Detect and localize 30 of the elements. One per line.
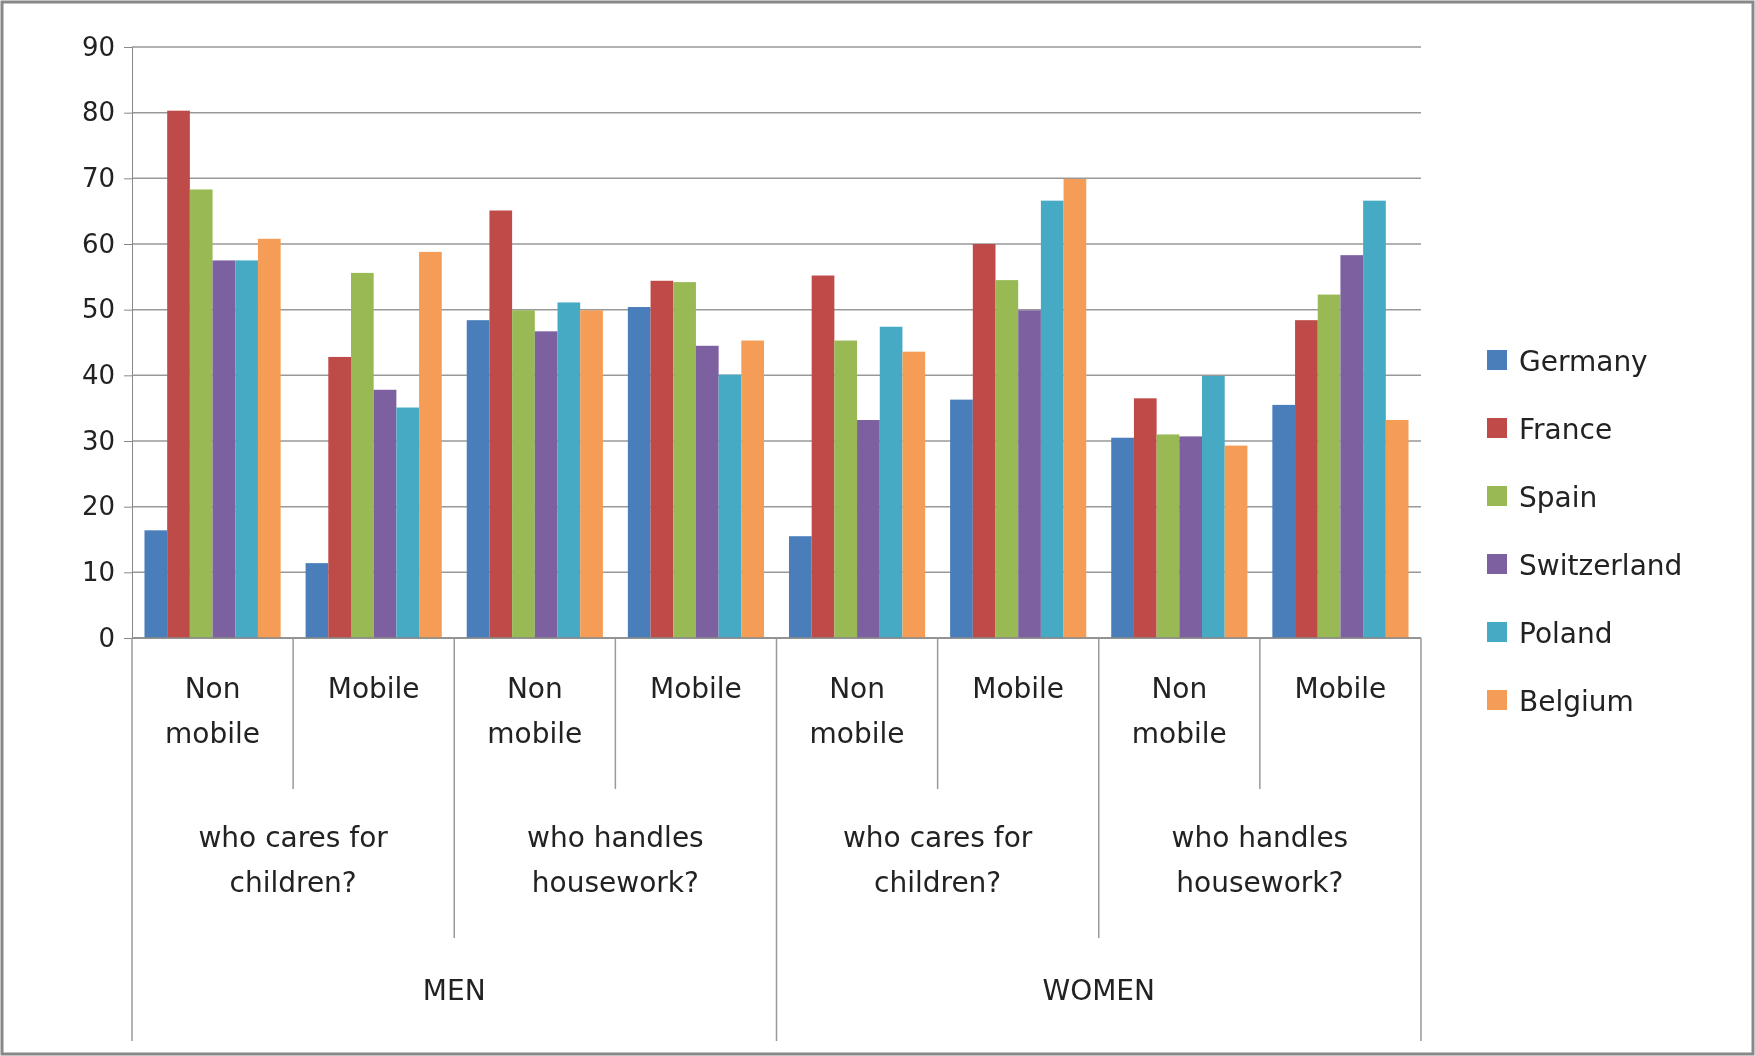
- x-tick-label: Mobile: [650, 672, 742, 705]
- legend-label: Switzerland: [1519, 548, 1683, 582]
- text: who handles housework?: [527, 821, 704, 899]
- y-tick-label: 30: [81, 425, 115, 456]
- y-tick-label: 80: [81, 97, 115, 128]
- y-tick-label: 50: [81, 294, 115, 325]
- y-tick-label: 70: [81, 163, 115, 194]
- x-tick-label: Non mobile: [809, 672, 905, 750]
- text: who cares for children?: [842, 821, 1033, 899]
- text: WOMEN: [1042, 974, 1156, 1007]
- legend-label: Germany: [1519, 344, 1648, 378]
- x-tick-label: Mobile: [327, 672, 420, 705]
- y-tick-label: 0: [98, 622, 115, 653]
- legend-label: Belgium: [1519, 684, 1634, 718]
- y-tick-label: 20: [81, 491, 115, 522]
- legend-label: Spain: [1519, 480, 1598, 514]
- x-tick-label: Non mobile: [165, 672, 261, 750]
- x-tick-label: Mobile: [1294, 672, 1387, 705]
- y-tick-label: 40: [81, 360, 115, 391]
- text: who cares for children?: [198, 821, 389, 899]
- text: who handles housework?: [1171, 821, 1349, 899]
- y-tick-label: 90: [81, 31, 115, 62]
- legend-label: Poland: [1519, 616, 1613, 650]
- y-tick-label: 10: [81, 557, 115, 588]
- text: MEN: [422, 974, 486, 1007]
- x-tick-label: Mobile: [972, 672, 1065, 705]
- legend-label: France: [1519, 412, 1613, 446]
- y-tick-label: 60: [81, 228, 115, 259]
- x-tick-label: Non mobile: [487, 672, 583, 750]
- x-tick-label: Non mobile: [1131, 672, 1227, 750]
